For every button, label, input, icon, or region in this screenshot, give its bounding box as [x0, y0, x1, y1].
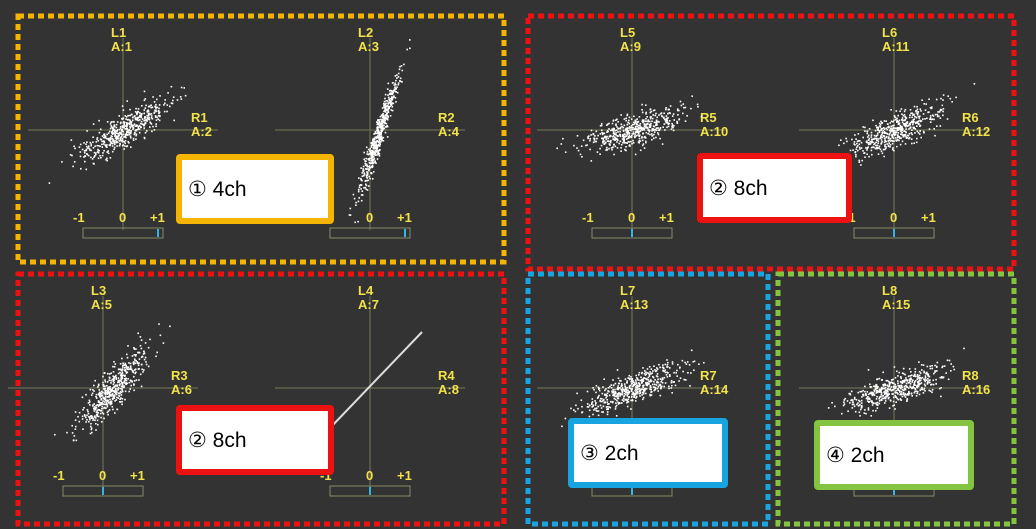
group-frame-1-4ch [15, 13, 507, 265]
meter-max-label: +1 [921, 210, 936, 225]
left-channel-number: A:11 [882, 39, 909, 54]
left-channel-number: A:15 [882, 297, 910, 312]
right-channel-number: A:14 [700, 382, 729, 397]
left-channel-number: A:3 [358, 39, 379, 54]
right-channel-name: R5 [700, 110, 717, 125]
right-channel-name: R3 [171, 368, 188, 383]
right-channel-number: A:6 [171, 382, 192, 397]
correlation-meter [62, 485, 144, 497]
meter-min-label: -1 [582, 210, 594, 225]
callout-label: ④ 2ch [826, 443, 885, 467]
callout-group-4: ④ 2ch [814, 420, 974, 490]
lissajous-cell-c5: L3A:5 R3A:6 -1 0 +1 [8, 283, 198, 497]
meter-min-label: -1 [53, 468, 65, 483]
group-frames [15, 13, 1017, 527]
left-channel-name: L8 [882, 283, 897, 298]
phase-trace [54, 323, 171, 442]
phase-trace [561, 349, 705, 428]
right-channel-number: A:8 [438, 382, 459, 397]
left-channel-number: A:1 [111, 39, 132, 54]
meter-mid-label: 0 [628, 210, 635, 225]
callout-label: ② 8ch [709, 176, 768, 200]
left-channel-name: L1 [111, 25, 126, 40]
left-channel-name: L3 [91, 283, 106, 298]
lissajous-cells: L1A:1R1A:2-10+1L2A:3R2A:4-10+1L5A:9R5A:1… [8, 25, 990, 497]
right-channel-number: A:4 [438, 124, 460, 139]
left-channel-name: L5 [620, 25, 635, 40]
right-channel-number: A:12 [962, 124, 990, 139]
phase-trace [48, 85, 187, 184]
meter-mid-label: 0 [366, 210, 373, 225]
phase-trace [348, 39, 411, 224]
meter-max-label: +1 [397, 468, 412, 483]
meter-mid-label: 0 [99, 468, 106, 483]
right-channel-name: R2 [438, 110, 455, 125]
meter-min-label: -1 [320, 468, 332, 483]
left-channel-name: L7 [620, 283, 635, 298]
left-channel-number: A:9 [620, 39, 641, 54]
right-channel-number: A:10 [700, 124, 728, 139]
right-channel-number: A:16 [962, 382, 990, 397]
phase-trace [329, 331, 423, 429]
callout-label: ③ 2ch [580, 441, 639, 465]
group-frame-4-2ch [775, 271, 1017, 527]
meter-max-label: +1 [659, 210, 674, 225]
meter-max-label: +1 [130, 468, 145, 483]
group-frame-2-8ch-bottom [15, 271, 507, 527]
meter-max-label: +1 [397, 210, 412, 225]
callout-group-1: ① 4ch [176, 154, 334, 224]
callout-label: ① 4ch [188, 177, 247, 201]
left-channel-name: L2 [358, 25, 373, 40]
left-channel-number: A:7 [358, 297, 379, 312]
callout-group-3: ③ 2ch [568, 418, 728, 488]
callout-group-2-bottom: ② 8ch [176, 405, 334, 475]
group-frame-2-8ch-top [525, 13, 1017, 272]
meter-mid-label: 0 [890, 210, 897, 225]
correlation-meter [329, 227, 411, 239]
right-channel-number: A:2 [191, 124, 212, 139]
phase-trace [827, 347, 965, 424]
left-channel-number: A:13 [620, 297, 648, 312]
meter-mid-label: 0 [119, 210, 126, 225]
meter-max-label: +1 [150, 210, 165, 225]
left-channel-name: L6 [882, 25, 897, 40]
phase-line [329, 331, 423, 429]
callout-group-2-top: ② 8ch [697, 153, 852, 223]
group-frame-3-2ch [525, 271, 771, 527]
phase-trace [556, 95, 703, 162]
right-channel-name: R6 [962, 110, 979, 125]
left-channel-number: A:5 [91, 297, 112, 312]
left-channel-name: L4 [358, 283, 374, 298]
correlation-meter [591, 227, 673, 239]
right-channel-name: R8 [962, 368, 979, 383]
correlation-meter [82, 227, 164, 239]
callout-label: ② 8ch [188, 428, 247, 452]
right-channel-name: R1 [191, 110, 208, 125]
correlation-meter [329, 485, 411, 497]
right-channel-name: R7 [700, 368, 717, 383]
meter-min-label: -1 [73, 210, 85, 225]
right-channel-name: R4 [438, 368, 455, 383]
lissajous-cell-c3: L5A:9 R5A:10 -1 0 +1 [537, 25, 728, 239]
lissajous-cell-c6: L4A:7 R4A:8 -1 0 +1 [275, 283, 465, 497]
meter-mid-label: 0 [366, 468, 373, 483]
correlation-meter [853, 227, 935, 239]
lissajous-cell-c1: L1A:1 R1A:2 -1 0 +1 [28, 25, 218, 239]
